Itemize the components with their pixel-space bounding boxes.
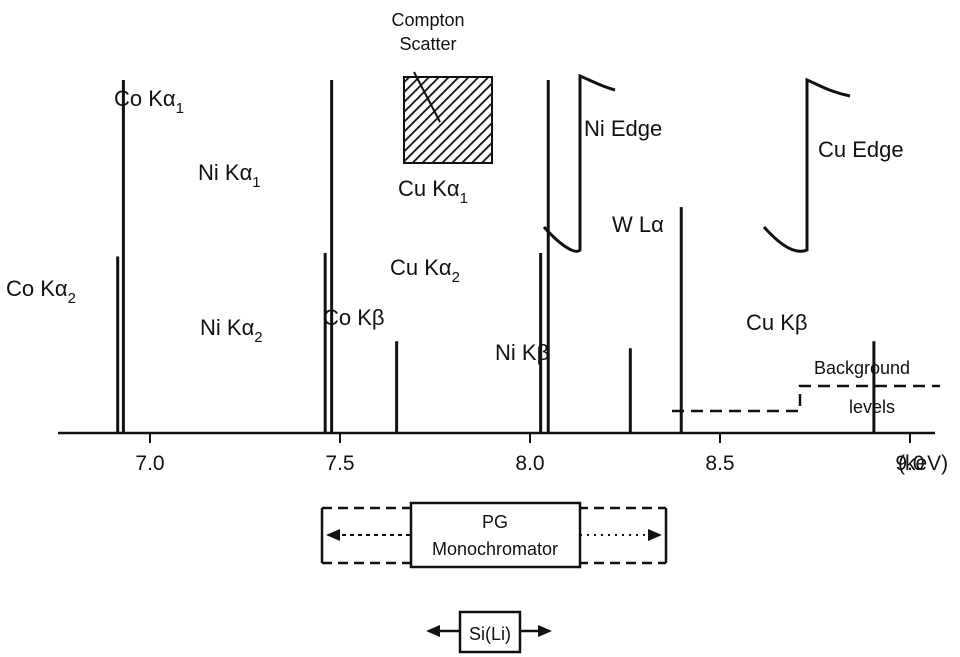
si-li-window: Si(Li) [426,610,552,654]
cu-edge-label: Cu Edge [818,137,904,162]
arrow-left-icon [326,529,340,541]
x-axis-unit: (keV) [898,452,948,475]
ni-edge-label: Ni Edge [584,116,662,141]
x-tick-label: 8.0 [515,452,544,475]
pg-monochromator-window: PG Monochromator [320,501,668,569]
arrow-right-icon [538,625,552,637]
co-ka2-label: Co Kα2 [6,276,76,307]
si-li-box [458,610,522,654]
pg-box-line2: Monochromator [432,539,558,559]
background-level-line [672,384,940,413]
cu-ka2-label: Cu Kα2 [390,255,460,286]
ni-ka1-label: Ni Kα1 [198,160,261,191]
co-kb-label: Co Kβ [323,305,385,330]
arrow-right-icon [648,529,662,541]
cu-kb-label: Cu Kβ [746,310,808,335]
ni-kb-label: Ni Kβ [495,340,549,365]
pg-box-line1: PG [482,512,508,532]
x-tick-label: 8.5 [705,452,734,475]
x-tick-label: 7.0 [135,452,164,475]
peak-lines [116,80,876,433]
pg-monochromator-box [409,501,582,569]
compton-scatter-region [403,76,493,164]
x-axis-ticks [149,433,911,443]
x-tick-label: 7.5 [325,452,354,475]
compton-label-line1: Compton [391,10,464,30]
ni-edge-curve [542,73,616,253]
background-label-line2: levels [849,397,895,417]
w-la-label: W Lα [612,212,664,237]
arrow-left-icon [426,625,440,637]
cu-edge-curve [762,77,851,253]
ni-ka2-label: Ni Kα2 [200,315,263,346]
compton-label-line2: Scatter [399,34,456,54]
background-label-line1: Background [814,358,910,378]
co-ka1-label: Co Kα1 [114,86,184,117]
x-tick-label: 9.0 [895,452,924,475]
compton-pointer-line [413,71,441,123]
cu-ka1-label: Cu Kα1 [398,176,468,207]
si-li-label: Si(Li) [469,624,511,644]
